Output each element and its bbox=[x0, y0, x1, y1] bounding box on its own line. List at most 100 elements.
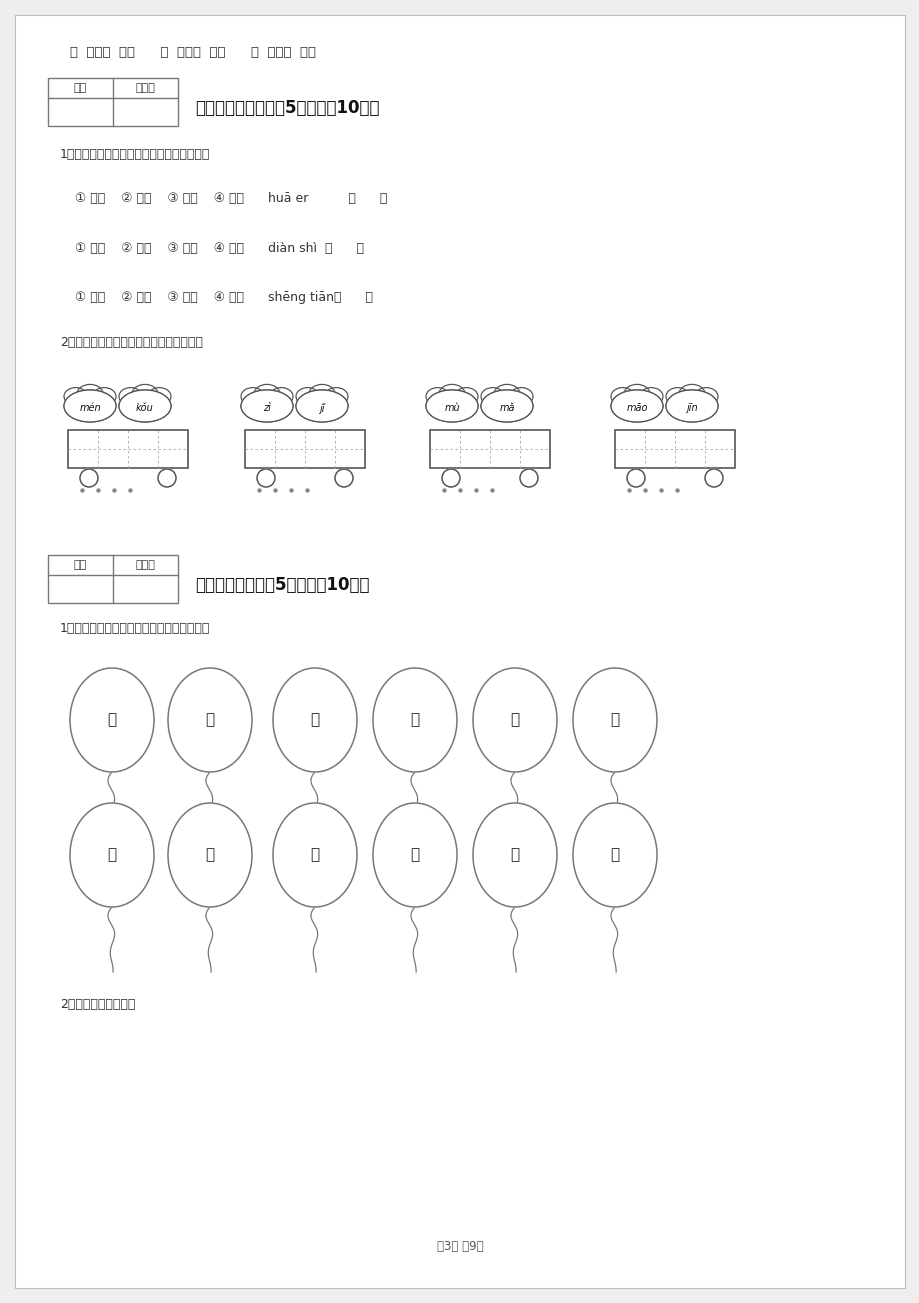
Ellipse shape bbox=[241, 390, 292, 422]
Text: 故: 故 bbox=[610, 713, 618, 727]
Ellipse shape bbox=[472, 668, 556, 771]
Ellipse shape bbox=[297, 391, 346, 421]
Text: ① 花朵    ② 云朵    ③ 花儿    ④ 花开      huā er          （      ）: ① 花朵 ② 云朵 ③ 花儿 ④ 花开 huā er （ ） bbox=[75, 192, 387, 205]
Bar bbox=[48, 78, 177, 126]
Ellipse shape bbox=[119, 387, 142, 405]
Ellipse shape bbox=[242, 391, 291, 421]
Text: zì: zì bbox=[263, 403, 270, 413]
Ellipse shape bbox=[666, 391, 716, 421]
Circle shape bbox=[519, 469, 538, 487]
Text: 第3页 共9页: 第3页 共9页 bbox=[437, 1240, 482, 1253]
Text: 评卷人: 评卷人 bbox=[135, 83, 155, 93]
Ellipse shape bbox=[610, 390, 663, 422]
Bar bbox=[48, 555, 177, 603]
Text: 评卷人: 评卷人 bbox=[135, 560, 155, 571]
Ellipse shape bbox=[65, 391, 115, 421]
Ellipse shape bbox=[119, 391, 170, 421]
Ellipse shape bbox=[269, 387, 292, 405]
Bar bbox=[68, 430, 187, 468]
Text: 朋: 朋 bbox=[205, 713, 214, 727]
Circle shape bbox=[441, 469, 460, 487]
Ellipse shape bbox=[168, 668, 252, 771]
Text: 鼠: 鼠 bbox=[310, 847, 319, 863]
Text: 友: 友 bbox=[410, 847, 419, 863]
Ellipse shape bbox=[694, 387, 717, 405]
Ellipse shape bbox=[273, 803, 357, 907]
Ellipse shape bbox=[472, 803, 556, 907]
Ellipse shape bbox=[481, 387, 504, 405]
Ellipse shape bbox=[611, 391, 662, 421]
Text: jǐ: jǐ bbox=[319, 403, 324, 413]
Bar bbox=[244, 430, 365, 468]
Ellipse shape bbox=[168, 803, 252, 907]
Text: mù: mù bbox=[444, 403, 460, 413]
Ellipse shape bbox=[623, 384, 650, 404]
Ellipse shape bbox=[324, 387, 347, 405]
Ellipse shape bbox=[119, 390, 171, 422]
Text: 蓝: 蓝 bbox=[510, 713, 519, 727]
Ellipse shape bbox=[273, 668, 357, 771]
Ellipse shape bbox=[665, 387, 688, 405]
Text: 松: 松 bbox=[108, 713, 117, 727]
Ellipse shape bbox=[254, 384, 279, 404]
Text: mén: mén bbox=[79, 403, 101, 413]
Ellipse shape bbox=[425, 390, 478, 422]
Text: kǒu: kǒu bbox=[136, 403, 153, 413]
Ellipse shape bbox=[296, 387, 319, 405]
Ellipse shape bbox=[573, 803, 656, 907]
Ellipse shape bbox=[64, 387, 87, 405]
Ellipse shape bbox=[610, 387, 634, 405]
Text: māo: māo bbox=[626, 403, 647, 413]
Ellipse shape bbox=[454, 387, 478, 405]
Ellipse shape bbox=[77, 384, 103, 404]
Text: ① 升旗    ② 升起    ③ 升高    ④ 升天      shēng tiān（      ）: ① 升旗 ② 升起 ③ 升高 ④ 升天 shēng tiān（ ） bbox=[75, 292, 372, 305]
Ellipse shape bbox=[147, 387, 171, 405]
Ellipse shape bbox=[425, 387, 448, 405]
Text: 四、连一连（每题5分，共计10分）: 四、连一连（每题5分，共计10分） bbox=[195, 576, 369, 594]
Text: 影: 影 bbox=[205, 847, 214, 863]
Ellipse shape bbox=[665, 390, 717, 422]
Ellipse shape bbox=[573, 668, 656, 771]
Bar bbox=[614, 430, 734, 468]
Text: jīn: jīn bbox=[686, 403, 697, 413]
Circle shape bbox=[158, 469, 176, 487]
Ellipse shape bbox=[70, 803, 153, 907]
Ellipse shape bbox=[678, 384, 704, 404]
Text: 1、把词语的序号填写到拼音后面的括号里。: 1、把词语的序号填写到拼音后面的括号里。 bbox=[60, 149, 210, 162]
Ellipse shape bbox=[241, 387, 264, 405]
Ellipse shape bbox=[93, 387, 116, 405]
Ellipse shape bbox=[70, 668, 153, 771]
Text: 得分: 得分 bbox=[74, 83, 87, 93]
Ellipse shape bbox=[296, 390, 347, 422]
Ellipse shape bbox=[438, 384, 464, 404]
Text: （  ）全（  ）美      （  ）方（  ）计      （  ）军（  ）马: （ ）全（ ）美 （ ）方（ ）计 （ ）军（ ）马 bbox=[70, 46, 315, 59]
Text: 黑: 黑 bbox=[410, 713, 419, 727]
Circle shape bbox=[335, 469, 353, 487]
Text: 乡: 乡 bbox=[510, 847, 519, 863]
Text: 三、识字写字（每题5分，共计10分）: 三、识字写字（每题5分，共计10分） bbox=[195, 99, 380, 117]
Ellipse shape bbox=[494, 384, 519, 404]
Text: ① 电灯    ② 电话    ③ 电影    ④ 电视      diàn shì  （      ）: ① 电灯 ② 电话 ③ 电影 ④ 电视 diàn shì （ ） bbox=[75, 241, 364, 254]
Ellipse shape bbox=[372, 668, 457, 771]
Ellipse shape bbox=[639, 387, 663, 405]
Text: 1、哪两个气球可以连在一起，请你连一连。: 1、哪两个气球可以连在一起，请你连一连。 bbox=[60, 622, 210, 635]
Bar bbox=[429, 430, 550, 468]
Circle shape bbox=[627, 469, 644, 487]
Ellipse shape bbox=[372, 803, 457, 907]
Text: 2、照样子，连一连。: 2、照样子，连一连。 bbox=[60, 998, 135, 1011]
Ellipse shape bbox=[509, 387, 532, 405]
Text: 野: 野 bbox=[108, 847, 117, 863]
Ellipse shape bbox=[482, 391, 531, 421]
Text: 天: 天 bbox=[610, 847, 618, 863]
Circle shape bbox=[80, 469, 98, 487]
Ellipse shape bbox=[426, 391, 476, 421]
Ellipse shape bbox=[309, 384, 335, 404]
Circle shape bbox=[704, 469, 722, 487]
Ellipse shape bbox=[131, 384, 158, 404]
Circle shape bbox=[256, 469, 275, 487]
Ellipse shape bbox=[481, 390, 532, 422]
Text: 得分: 得分 bbox=[74, 560, 87, 571]
Ellipse shape bbox=[64, 390, 116, 422]
Text: 田: 田 bbox=[310, 713, 319, 727]
Text: mǎ: mǎ bbox=[499, 403, 515, 413]
